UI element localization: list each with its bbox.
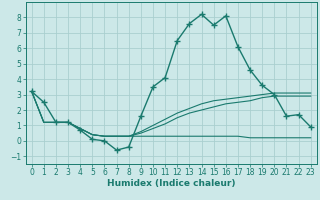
X-axis label: Humidex (Indice chaleur): Humidex (Indice chaleur)	[107, 179, 236, 188]
